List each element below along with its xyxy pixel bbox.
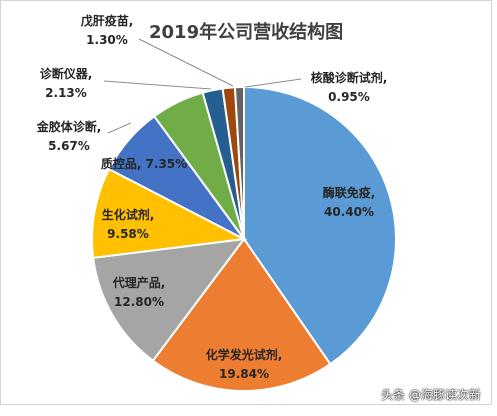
pie-slice-2 (151, 237, 332, 392)
chart-title: 2019年公司营收结构图 (149, 21, 343, 43)
data-label-4: 生化试剂, 9.58% (102, 207, 155, 241)
leader-line-9 (244, 78, 302, 88)
leader-line-7 (103, 80, 212, 90)
data-label-9: 核酸诊断试剂, 0.95% (311, 70, 388, 104)
leader-line-8 (138, 38, 234, 87)
data-label-3: 代理产品, 12.80% (112, 275, 166, 309)
pie-slice-3 (92, 237, 247, 363)
data-label-7: 诊断仪器, 2.13% (40, 66, 93, 100)
leader-line-6 (107, 122, 132, 134)
data-label-8: 戊肝疫苗, 1.30% (80, 13, 134, 47)
data-label-2: 化学发光试剂, 19.84% (206, 347, 283, 381)
watermark: 头条 @海豚读次新 (381, 388, 481, 402)
pie-slice-1 (243, 85, 397, 366)
chart-area: 2019年公司营收结构图 酶联免疫, 40.40% 化学发光试剂, 19.84% 代理产… (0, 0, 492, 405)
pie-slice-4 (91, 167, 248, 259)
pie-chart: 2019年公司营收结构图 酶联免疫, 40.40% 化学发光试剂, 19.84% 代理产… (36, 13, 397, 392)
data-label-6: 金胶体诊断, 5.67% (36, 119, 102, 153)
data-label-1: 酶联免疫, 40.40% (323, 185, 376, 219)
pie-slice-9 (233, 85, 245, 240)
data-label-5: 质控品, 7.35% (101, 156, 187, 171)
